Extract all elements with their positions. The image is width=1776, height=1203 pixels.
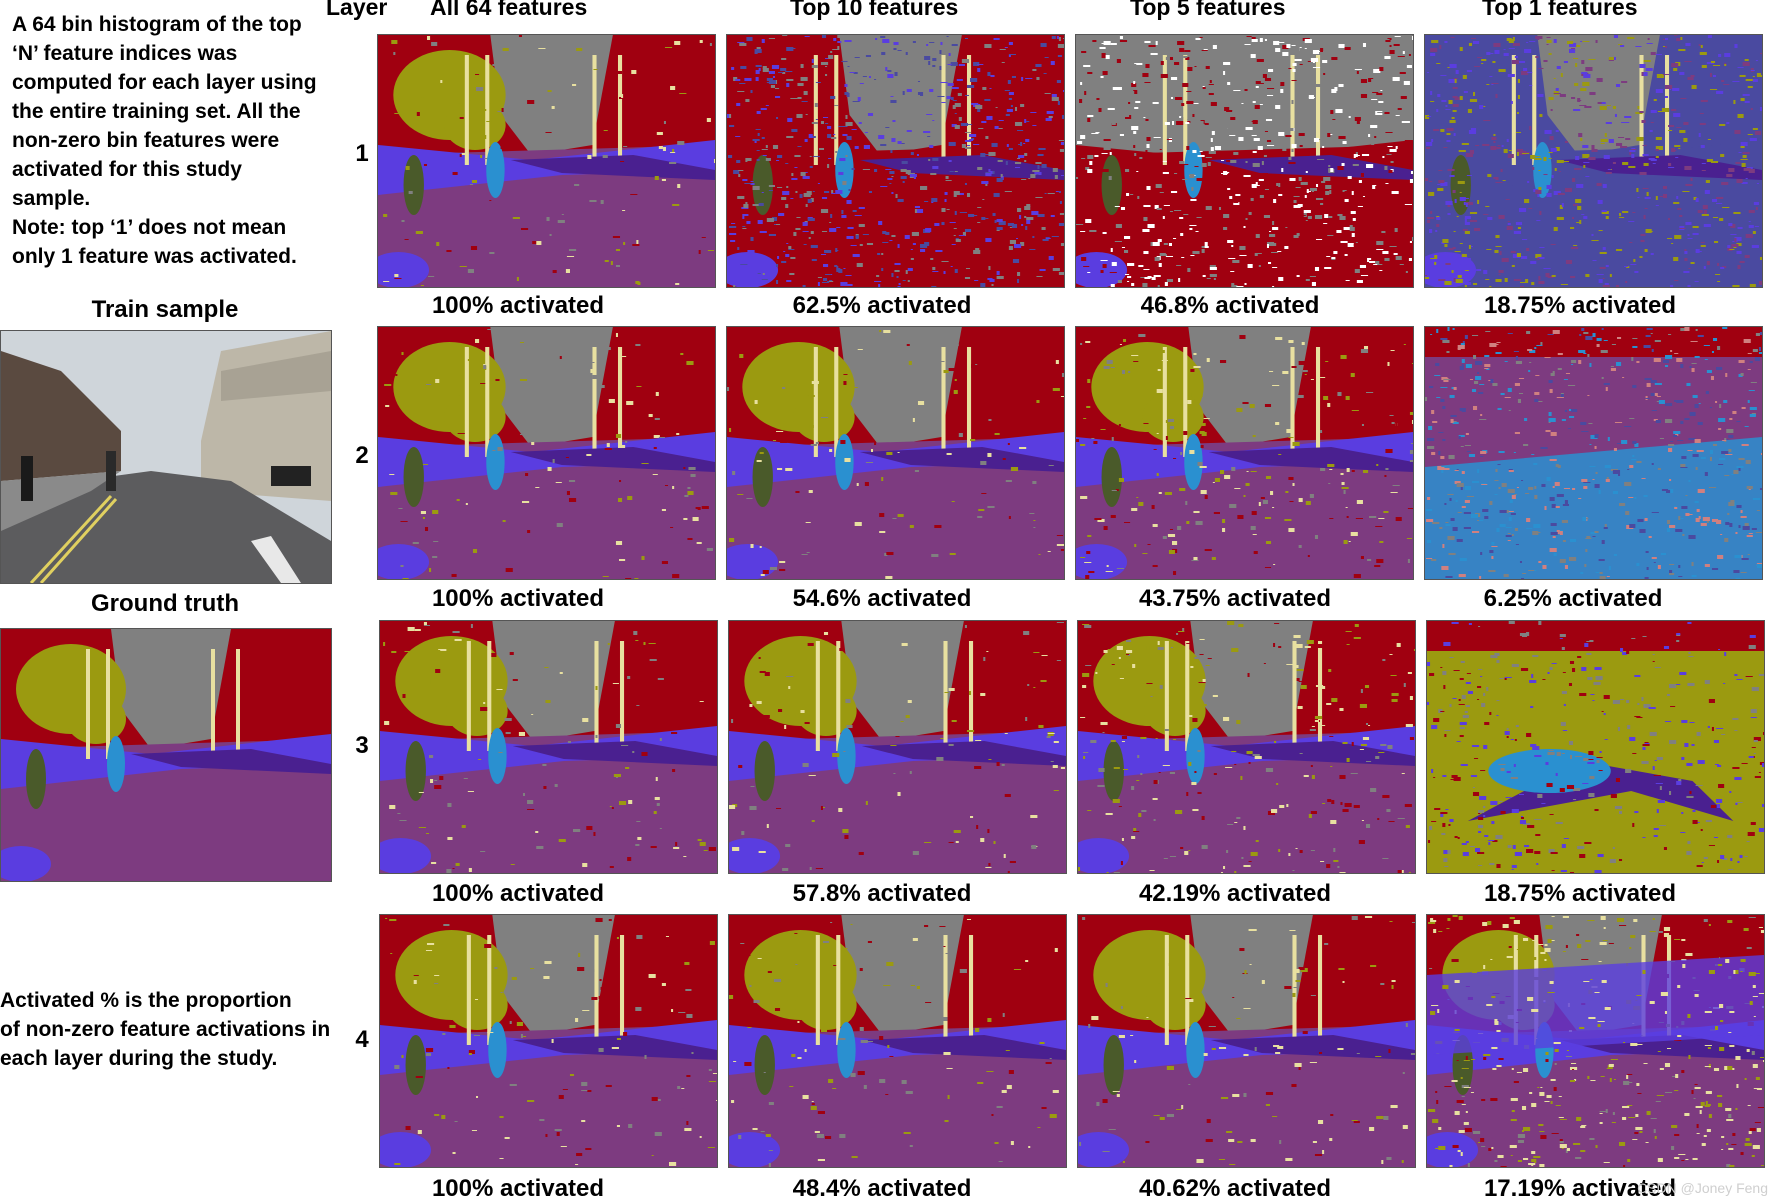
panel-layer1-top5 (1075, 34, 1414, 288)
activation-label-l4-c1: 100% activated (431, 1175, 605, 1202)
activation-label-l3-c1: 100% activated (431, 880, 605, 907)
layer-number-2: 2 (355, 442, 369, 469)
panel-layer3-top5 (1077, 620, 1416, 874)
activation-label-l1-c3: 46.8% activated (1140, 292, 1320, 319)
panel-layer2-top10 (726, 326, 1065, 580)
panel-layer2-top5 (1075, 326, 1414, 580)
panel-layer3-all64 (379, 620, 718, 874)
panel-layer4-top1 (1426, 914, 1765, 1168)
layer-number-3: 3 (355, 732, 369, 759)
activation-label-l3-c2: 57.8% activated (792, 880, 972, 907)
panel-layer3-top1 (1426, 620, 1765, 874)
train-sample-photo (0, 330, 332, 584)
panel-layer1-top1 (1424, 34, 1763, 288)
column-header-top-10: Top 10 features (790, 0, 959, 20)
activation-label-l3-c4: 18.75% activated (1483, 880, 1677, 907)
panel-layer4-all64 (379, 914, 718, 1168)
panel-layer4-top10 (728, 914, 1067, 1168)
activation-label-l2-c4: 6.25% activated (1483, 585, 1663, 612)
layer-header: Layer (326, 0, 388, 20)
panel-layer2-all64 (377, 326, 716, 580)
panel-layer2-top1 (1424, 326, 1763, 580)
intro-text: A 64 bin histogram of the top ‘N’ featur… (12, 13, 317, 268)
ground-truth-image (0, 628, 332, 882)
activation-label-l4-c2: 48.4% activated (792, 1175, 972, 1202)
column-header-top-5: Top 5 features (1130, 0, 1286, 20)
panel-layer3-top10 (728, 620, 1067, 874)
train-sample-label: Train sample (91, 296, 239, 323)
panel-layer4-top5 (1077, 914, 1416, 1168)
panel-layer1-all64 (377, 34, 716, 288)
watermark: CSDN @Joney Feng (1637, 1180, 1768, 1196)
layer-number-4: 4 (355, 1026, 369, 1053)
activation-label-l1-c4: 18.75% activated (1483, 292, 1677, 319)
activation-label-l2-c3: 43.75% activated (1138, 585, 1332, 612)
activation-label-l4-c3: 40.62% activated (1138, 1175, 1332, 1202)
activation-label-l1-c2: 62.5% activated (792, 292, 972, 319)
ground-truth-label: Ground truth (91, 590, 239, 617)
note-text: Activated % is the proportion of non-zer… (0, 989, 331, 1070)
column-header-top-1: Top 1 features (1482, 0, 1638, 20)
activation-label-l4-c4: 17.19% activated (1483, 1175, 1677, 1202)
activation-label-l2-c1: 100% activated (431, 585, 605, 612)
activation-label-l3-c3: 42.19% activated (1138, 880, 1332, 907)
activation-label-l1-c1: 100% activated (431, 292, 605, 319)
column-header-all-64: All 64 features (430, 0, 588, 20)
activation-label-l2-c2: 54.6% activated (792, 585, 972, 612)
layer-number-1: 1 (355, 140, 369, 167)
panel-layer1-top10 (726, 34, 1065, 288)
